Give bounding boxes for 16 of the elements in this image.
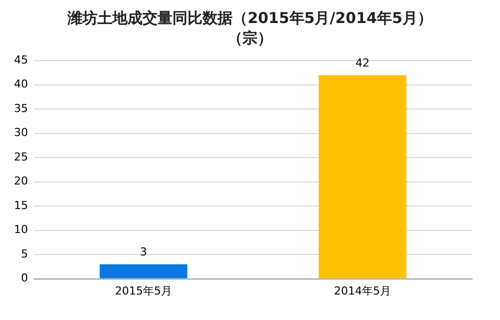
y-tick-label: 25 [14,150,28,164]
y-tick-label: 40 [14,78,28,91]
x-tick-label: 2015年5月 [115,284,172,298]
y-tick-label: 30 [14,126,28,140]
y-tick-label: 45 [14,53,28,66]
y-tick-label: 35 [14,102,28,115]
y-tick-label: 10 [14,223,28,236]
y-tick-label: 5 [20,247,28,260]
y-tick-label: 15 [14,198,28,212]
x-tick-label: 2014年5月 [334,284,391,298]
chart-subtitle: （宗） [226,28,274,48]
y-tick-label: 0 [20,272,28,285]
data-label: 42 [356,56,370,70]
chart-title: 潍坊土地成交量同比数据（2015年5月/2014年5月） [66,8,434,28]
data-label: 3 [140,246,147,259]
y-tick-label: 20 [14,174,28,188]
